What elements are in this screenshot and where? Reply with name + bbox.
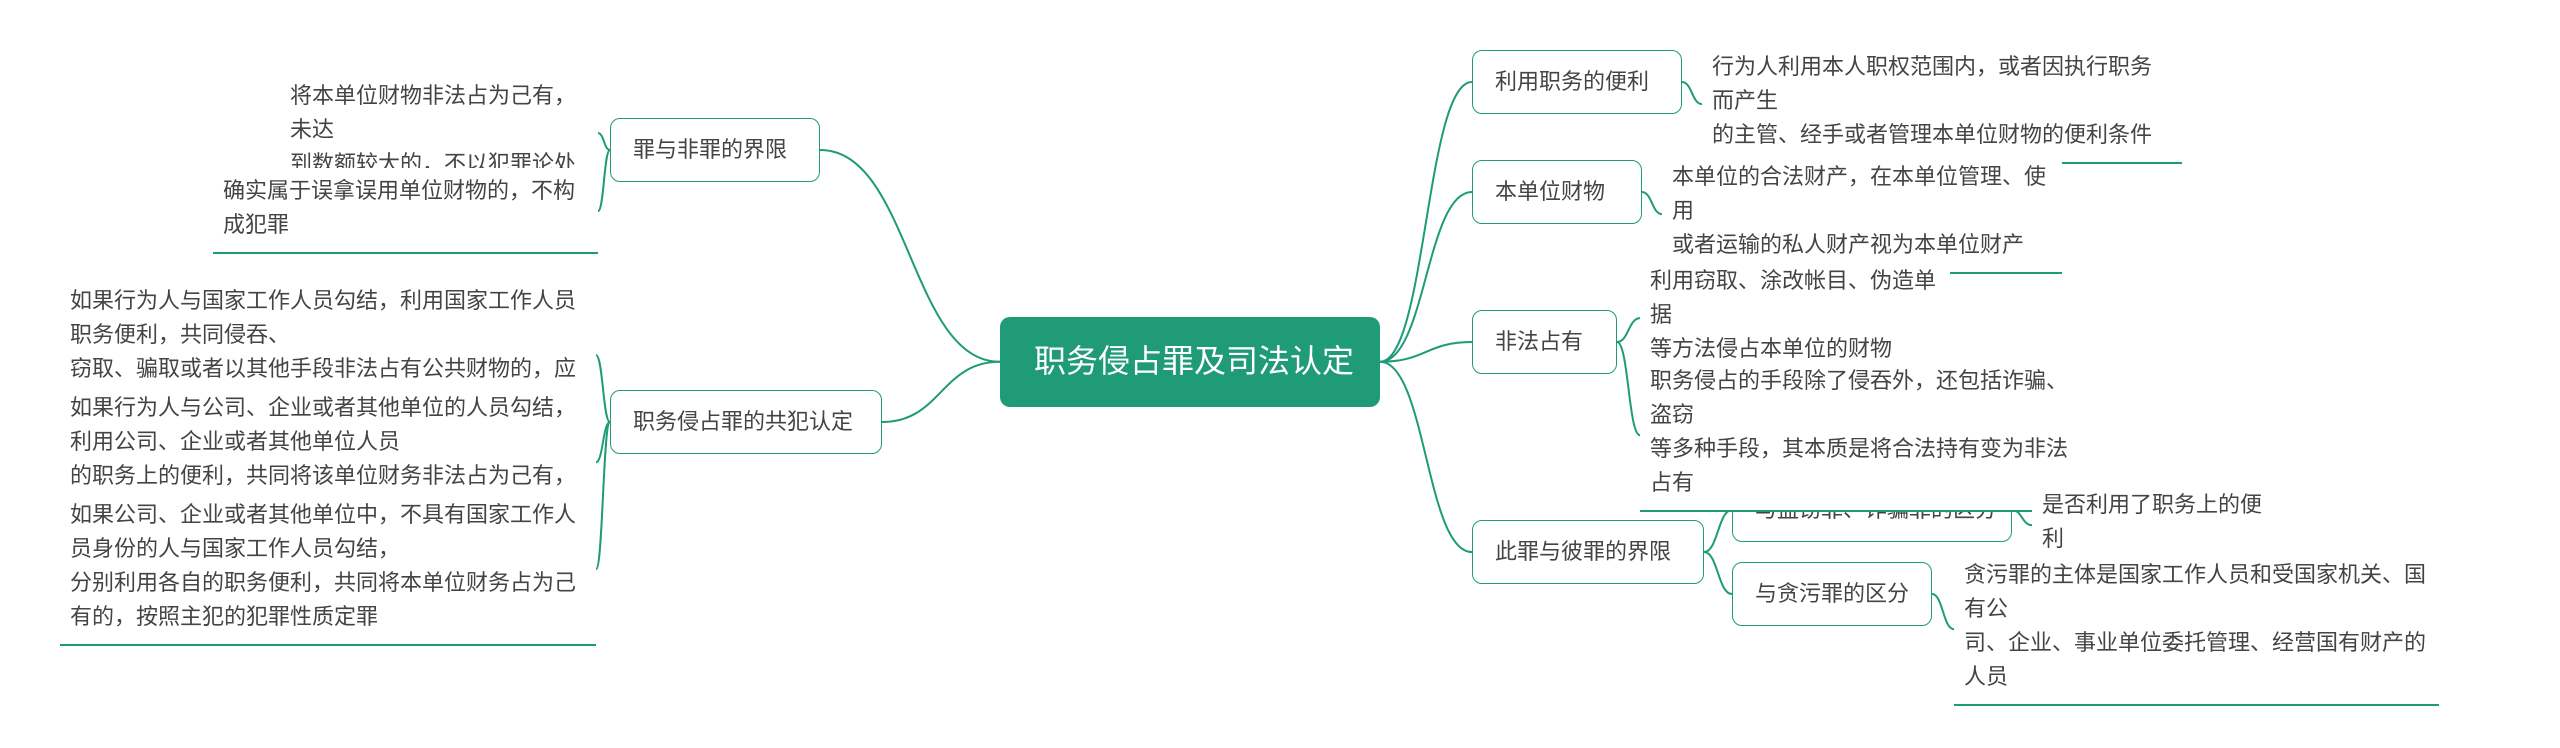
branch-this-vs-other: 此罪与彼罪的界限: [1472, 520, 1704, 584]
leaf-r3b: 职务侵占的手段除了侵吞外，还包括诈骗、盗窃等多种手段，其本质是将合法持有变为非法…: [1640, 358, 2090, 512]
root-node: 职务侵占罪及司法认定: [1000, 317, 1380, 407]
branch-vs-corruption: 与贪污罪的区分: [1732, 562, 1932, 626]
branch-job-convenience: 利用职务的便利: [1472, 50, 1682, 114]
branch-crime-vs-noncrime: 罪与非罪的界限: [610, 118, 820, 182]
leaf-l1b: 确实属于误拿误用单位财物的，不构成犯罪: [213, 168, 598, 254]
branch-illegal-possession: 非法占有: [1472, 310, 1617, 374]
leaf-r1a: 行为人利用本人职权范围内，或者因执行职务而产生的主管、经手或者管理本单位财物的便…: [1702, 44, 2182, 164]
leaf-r4b1: 贪污罪的主体是国家工作人员和受国家机关、国有公司、企业、事业单位委托管理、经营国…: [1954, 552, 2439, 706]
leaf-r2a: 本单位的合法财产，在本单位管理、使用或者运输的私人财产视为本单位财产: [1662, 154, 2062, 274]
leaf-l2c: 如果公司、企业或者其他单位中，不具有国家工作人员身份的人与国家工作人员勾结，分别…: [60, 492, 596, 646]
branch-unit-property: 本单位财物: [1472, 160, 1642, 224]
branch-accomplice: 职务侵占罪的共犯认定: [610, 390, 882, 454]
